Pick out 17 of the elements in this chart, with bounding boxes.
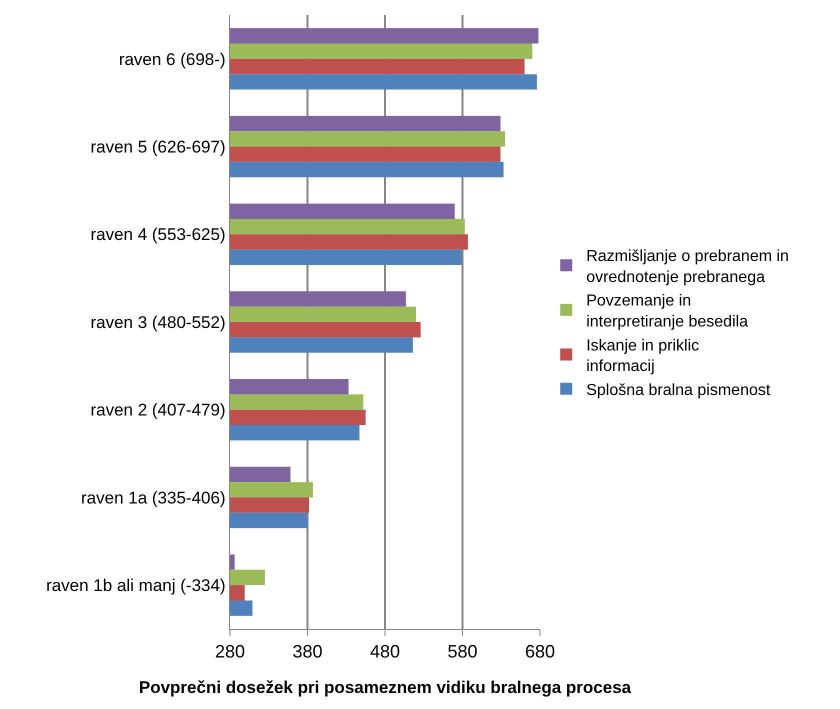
legend-label: Splošna bralna pismenost — [586, 382, 771, 399]
x-axis-title: Povprečni dosežek pri posameznem vidiku bralnega procesa — [138, 678, 632, 697]
y-tick-label: raven 4 (553-625) — [90, 225, 226, 244]
x-tick-label: 280 — [214, 642, 246, 662]
y-tick-label: raven 2 (407-479) — [90, 400, 226, 420]
y-tick-label: raven 1b ali manj (-334) — [46, 576, 226, 596]
y-tick-label: raven 6 (698-) — [118, 50, 226, 69]
y-tick-label: raven 1a (335-406) — [81, 488, 226, 508]
x-tick-label: 380 — [292, 642, 323, 662]
x-tick-label: 480 — [370, 642, 400, 662]
legend-label: Povzemanje in interpretiranje besedila — [586, 292, 748, 331]
legend-label: Iskanje in priklic informacij — [586, 337, 700, 376]
x-tick-label: 680 — [524, 642, 556, 662]
y-tick-label: raven 3 (480-552) — [90, 312, 226, 332]
x-tick-label: 580 — [447, 642, 478, 662]
y-tick-label: raven 5 (626-697) — [90, 138, 226, 157]
legend-label: Razmišljanje o prebranem in ovrednotenje prebranega — [586, 248, 789, 286]
